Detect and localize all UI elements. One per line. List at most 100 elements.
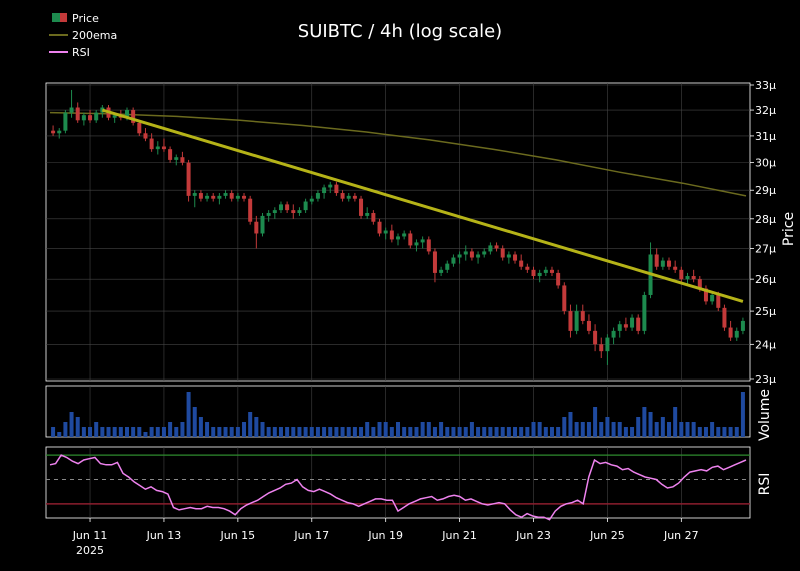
volume-bar bbox=[426, 422, 431, 437]
candle-body bbox=[543, 269, 548, 273]
volume-bar bbox=[617, 422, 622, 437]
volume-bar bbox=[556, 427, 561, 437]
volume-bar bbox=[660, 417, 665, 437]
volume-bar bbox=[186, 392, 191, 437]
candle-body bbox=[291, 210, 296, 214]
candle-body bbox=[266, 213, 271, 216]
candle-body bbox=[94, 112, 99, 121]
volume-bar bbox=[605, 417, 610, 437]
candle-body bbox=[476, 254, 481, 258]
candle-body bbox=[636, 317, 641, 331]
chart-legend: Price 200ema RSI bbox=[49, 12, 117, 59]
candle-body bbox=[642, 294, 647, 331]
x-tick-label: Jun 13 bbox=[146, 529, 182, 542]
volume-bar bbox=[679, 422, 684, 437]
chart-title: SUIBTC / 4h (log scale) bbox=[298, 21, 502, 42]
candle-body bbox=[679, 269, 684, 280]
volume-bar bbox=[734, 427, 739, 437]
candle-body bbox=[673, 266, 678, 270]
candle-body bbox=[309, 198, 314, 202]
volume-bar bbox=[322, 427, 327, 437]
candle-body bbox=[75, 107, 80, 121]
x-tick-label: Jun 27 bbox=[663, 529, 699, 542]
candle-body bbox=[611, 330, 616, 338]
volume-bar bbox=[248, 412, 253, 437]
volume-bar bbox=[691, 422, 696, 437]
candle-body bbox=[519, 260, 524, 267]
candle-body bbox=[155, 146, 160, 150]
candle-body bbox=[500, 248, 505, 258]
volume-panel bbox=[45, 385, 751, 438]
candle-body bbox=[556, 272, 561, 286]
candle-body bbox=[315, 193, 320, 199]
candle-body bbox=[605, 337, 610, 352]
candle-body bbox=[260, 215, 265, 234]
candle-body bbox=[513, 254, 518, 261]
y-tick-label: 32µ bbox=[755, 104, 776, 117]
volume-bar bbox=[451, 427, 456, 437]
volume-bar bbox=[352, 427, 357, 437]
volume-bar bbox=[365, 422, 370, 437]
volume-bar bbox=[488, 427, 493, 437]
legend-swatch-price-down bbox=[60, 13, 67, 22]
candle-body bbox=[667, 260, 672, 267]
volume-bar bbox=[81, 427, 86, 437]
candle-body bbox=[186, 162, 191, 196]
candle-body bbox=[57, 130, 62, 134]
candle-body bbox=[549, 269, 554, 273]
candle-body bbox=[359, 198, 364, 216]
candle-body bbox=[691, 276, 696, 280]
candle-body bbox=[685, 276, 690, 280]
x-tick-label: Jun 15 bbox=[220, 529, 256, 542]
y-tick-label: 24µ bbox=[755, 338, 776, 351]
legend-swatch-price-up bbox=[52, 13, 60, 22]
volume-bar bbox=[673, 407, 678, 437]
candle-body bbox=[716, 294, 721, 308]
volume-bar bbox=[88, 427, 93, 437]
candle-body bbox=[537, 272, 542, 277]
panel-frame bbox=[45, 82, 751, 382]
volume-bar bbox=[395, 422, 401, 437]
y-tick-label: 27µ bbox=[755, 242, 776, 255]
volume-bar bbox=[242, 422, 247, 437]
y-tick-label: 33µ bbox=[755, 79, 776, 92]
y-tick-label: 30µ bbox=[755, 157, 776, 170]
candle-body bbox=[205, 195, 210, 199]
volume-bar bbox=[716, 427, 721, 437]
legend-label: RSI bbox=[72, 46, 90, 59]
candle-body bbox=[734, 330, 739, 338]
candle-body bbox=[242, 195, 247, 199]
volume-bar bbox=[180, 422, 185, 437]
volume-bar bbox=[51, 427, 56, 437]
rsi-line bbox=[49, 454, 747, 521]
candle-body bbox=[568, 311, 573, 331]
volume-bar bbox=[309, 427, 314, 437]
volume-bar bbox=[371, 427, 376, 437]
candle-body bbox=[408, 233, 413, 246]
candle-body bbox=[174, 157, 179, 160]
volume-bar bbox=[328, 427, 333, 437]
x-tick-sublabel: 2025 bbox=[76, 544, 104, 557]
volume-bar bbox=[642, 407, 647, 437]
candle-body bbox=[346, 195, 351, 199]
volume-bar bbox=[457, 427, 462, 437]
candle-body bbox=[63, 112, 68, 131]
volume-bar bbox=[500, 427, 505, 437]
candle-body bbox=[328, 184, 333, 188]
candle-body bbox=[402, 233, 407, 237]
x-tick-label: Jun 11 bbox=[72, 529, 108, 542]
volume-bar bbox=[266, 427, 271, 437]
volume-bar bbox=[291, 427, 296, 437]
rsi-panel bbox=[45, 446, 751, 521]
volume-bar bbox=[389, 427, 394, 437]
volume-bar bbox=[636, 417, 641, 437]
volume-bar bbox=[75, 417, 80, 437]
x-tick-label: Jun 23 bbox=[515, 529, 551, 542]
volume-bar bbox=[623, 427, 628, 437]
volume-bar bbox=[513, 427, 518, 437]
candle-body bbox=[112, 115, 117, 118]
volume-axis-label: Volume bbox=[757, 389, 773, 441]
volume-bar bbox=[155, 427, 160, 437]
candle-body bbox=[469, 251, 474, 258]
volume-bar bbox=[346, 427, 351, 437]
